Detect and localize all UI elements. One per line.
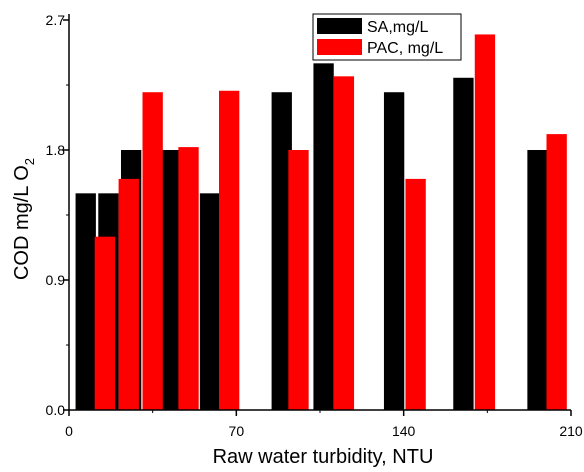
y-axis-title-subscript: 2 — [22, 158, 37, 165]
axes-layer: 0 70 140 210 0.0 0.9 1.8 2.7 Raw water turbidity… — [11, 12, 583, 468]
bar-series-0-9 — [527, 150, 548, 410]
legend: SA,mg/L PAC, mg/L — [312, 13, 462, 61]
legend-swatch-0 — [317, 18, 362, 34]
bar-series-1-5 — [288, 150, 309, 410]
y-tick-label-0: 0.0 — [46, 402, 66, 418]
bar-series-0-0 — [75, 193, 96, 410]
bar-series-1-7 — [405, 178, 426, 410]
x-tick-label-1: 70 — [229, 423, 245, 439]
bar-series-1-4 — [219, 90, 240, 410]
bar-series-1-1 — [118, 178, 139, 410]
x-axis-title: Raw water turbidity, NTU — [213, 446, 434, 468]
x-tick-label-2: 140 — [392, 423, 416, 439]
bar-series-1-8 — [474, 34, 496, 410]
bar-series-0-4 — [199, 193, 221, 410]
bar-series-0-3 — [161, 150, 182, 410]
bar-series-1-0 — [94, 236, 116, 410]
x-tick-label-3: 210 — [559, 423, 583, 439]
legend-swatch-1 — [317, 39, 362, 55]
y-tick-label-1: 0.9 — [46, 272, 66, 288]
bar-series-1-2 — [142, 92, 163, 410]
bar-series-0-5 — [271, 92, 292, 410]
bar-series-0-7 — [383, 92, 405, 410]
bars-layer — [75, 34, 567, 411]
legend-label-0: SA,mg/L — [367, 19, 428, 36]
x-tick-label-0: 0 — [65, 423, 73, 439]
y-axis-title: COD mg/L O2 — [11, 158, 37, 280]
bar-series-1-6 — [333, 76, 355, 410]
legend-label-1: PAC, mg/L — [367, 40, 443, 57]
y-axis-title-main: COD mg/L O — [11, 165, 33, 280]
bar-series-0-8 — [453, 77, 474, 410]
bar-series-0-6 — [313, 63, 334, 410]
bar-series-1-9 — [546, 134, 567, 411]
bar-series-1-3 — [178, 147, 199, 411]
y-tick-label-3: 2.7 — [46, 12, 66, 28]
y-tick-label-2: 1.8 — [46, 142, 66, 158]
